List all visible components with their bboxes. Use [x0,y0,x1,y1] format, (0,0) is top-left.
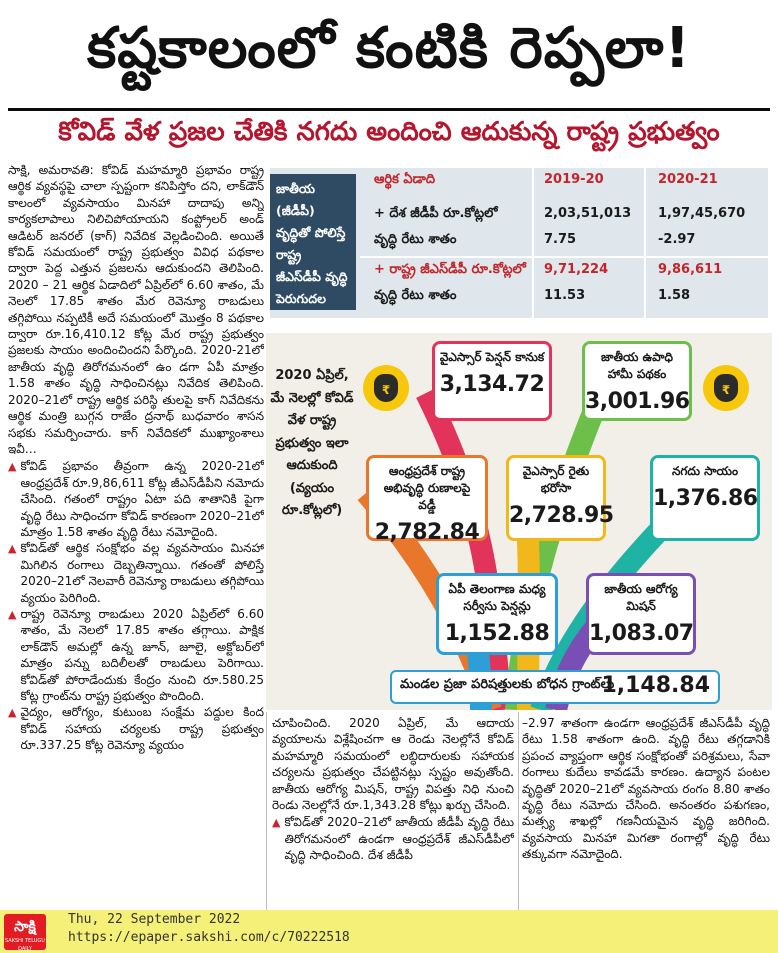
table-header-label: ఆర్థిక ఏడాది [374,172,436,187]
grant-value: 1,148.84 [601,673,710,698]
table-cell-value: 1.58 [658,288,691,303]
bullet-text: రాష్ట్ర రెవెన్యూ రాబడులు 2020 ఏప్రిల్‌లో… [20,606,264,703]
triangle-bullet-icon: ▲ [8,542,17,556]
money-bag-icon: ₹ [703,365,749,411]
grant-box: మండల ప్రజా పరిషత్తులకు బోధన గ్రాంట్‌లు 1… [390,670,720,704]
triangle-bullet-icon: ▲ [8,706,17,720]
scheme-card-label: నగదు సాయం [671,464,739,478]
table-header-year: 2019-20 [544,172,604,187]
sakshi-logo[interactable]: సాక్షి [4,914,46,950]
bullet-point: ▲ కోవిడ్ ప్రభావం తీవ్రంగా ఉన్న 2020-21లో … [8,458,264,540]
article-left-column: సాక్షి, అమరావతి: కోవిడ్ మహమ్మారి ప్రభావం… [8,162,264,910]
bullet-point: ▲ వైద్యం, ఆరోగ్యం, కుటుంబ సంక్షేమ పద్దుల … [8,704,264,753]
scheme-card-value: 2,782.84 [374,520,480,545]
table-cell-value: 9,71,224 [544,262,609,277]
middle-paragraph: చూపించింది. 2020 ఏప్రిల్, మే ఆదాయ వ్యయాల… [272,716,514,813]
column-divider [266,712,267,910]
scheme-card: ఆంధ్రప్రదేశ్ రాష్ట్ర అభివృద్ధి రుణాలపై వ… [366,455,488,545]
column-divider [518,712,519,910]
table-row-label: వృద్ధి రేటు శాతం [374,288,457,303]
scheme-card: వైఎస్సార్ రైతు భరోసా 2,728.95 [506,455,614,541]
table-divider [644,168,646,318]
scheme-card-label: వైఎస్సార్ పెన్షన్ కానుక [439,350,545,364]
table-cell-value: 2,03,51,013 [544,206,632,221]
table-cell-value: -2.97 [658,232,696,247]
scheme-card-value: 1,152.88 [444,621,550,646]
table-cell-value: 7.75 [544,232,577,247]
logo-tagline: SAKSHI TELUGU DAILY [5,938,45,952]
epaper-link[interactable]: https://epaper.sakshi.com/c/70222518 [68,930,350,945]
table-cell-value: 11.53 [544,288,586,303]
bullet-text: కోవిడ్ ప్రభావం తీవ్రంగా ఉన్న 2020-21లో ఆ… [20,459,264,539]
article-right-column: –2.97 శాతంగా ఉండగా ఆంధ్రప్రదేశ్ జీఎస్‌డీ… [522,715,770,910]
right-paragraph: –2.97 శాతంగా ఉండగా ఆంధ్రప్రదేశ్ జీఎస్‌డీ… [522,716,770,862]
table-row-label: వృద్ధి రేటు శాతం [374,232,457,247]
headline: కష్టకాలంలో కంటికి రెప్పలా! [87,16,691,81]
scheme-card-value: 2,728.95 [509,503,614,528]
scheme-card: జాతీయ ఉపాధి హామీ పథకం 3,001.96 [582,341,692,421]
scheme-card: ఏపీ తెలంగాణ మధ్య సర్వీసు పెన్షన్లు 1,152.… [436,573,558,655]
scheme-card-label: ఏపీ తెలంగాణ మధ్య సర్వీసు పెన్షన్లు [448,582,546,613]
headline-rule [8,108,770,159]
article-middle-column: చూపించింది. 2020 ఏప్రిల్, మే ఆదాయ వ్యయాల… [272,715,514,910]
table-divider [532,168,534,318]
scheme-card-label: జాతీయ ఆరోగ్య మిషన్ [604,582,678,613]
scheme-card-value: 1,376.86 [653,486,758,511]
scheme-card-label: జాతీయ ఉపాధి హామీ పథకం [601,350,673,381]
gdp-comparison-table: జాతీయ (జీడీపీ) వృద్ధితో పోలిస్తే రాష్ట్ర… [270,168,768,328]
bullet-text: కోవిడ్‌తో 2020–21లో జాతీయ జీడీపీ వృద్ధి … [284,815,514,863]
table-cell-value: 1,97,45,670 [658,206,746,221]
triangle-bullet-icon: ▲ [8,460,17,474]
footer-bar: సాక్షి SAKSHI TELUGU DAILY Thu, 22 Septe… [0,910,778,953]
table-caption: జాతీయ (జీడీపీ) వృద్ధితో పోలిస్తే రాష్ట్ర… [270,174,356,328]
scheme-card-value: 3,134.72 [439,372,545,397]
bullet-point: ▲ రాష్ట్ర రెవెన్యూ రాబడులు 2020 ఏప్రిల్‌ల… [8,606,264,704]
scheme-card: నగదు సాయం 1,376.86 [650,455,760,541]
bullet-point: ▲ కోవిడ్‌తో 2020–21లో జాతీయ జీడీపీ వృద్ధ… [272,814,514,863]
subheadline: కోవిడ్ వేళ ప్రజల చేతికి నగదు అందించి ఆదు… [58,117,720,147]
bullet-point: ▲ కోవిడ్‌తో ఆర్థిక సంక్షోభం వల్ల వ్యవసాయం… [8,540,264,606]
scheme-card-label: ఆంధ్రప్రదేశ్ రాష్ట్ర అభివృద్ధి రుణాలపై వ… [383,464,471,512]
scheme-card-label: వైఎస్సార్ రైతు భరోసా [522,464,590,495]
grant-label: మండల ప్రజా పరిషత్తులకు బోధన గ్రాంట్‌లు [400,677,615,692]
left-paragraph: సాక్షి, అమరావతి: కోవిడ్ మహమ్మారి ప్రభావం… [8,163,264,456]
table-header-year: 2020-21 [658,172,718,187]
table-cell-value: 9,86,611 [658,262,723,277]
table-row-label: + రాష్ట్ర జీఎస్‌డీపీ రూ.కోట్లలో [374,262,526,277]
scheme-card-value: 3,001.96 [585,389,690,414]
table-divider [360,256,768,258]
money-bag-icon: ₹ [363,365,409,411]
triangle-bullet-icon: ▲ [272,816,281,830]
infographic-title: 2020 ఏప్రిల్, మే నెలల్లో కోవిడ్ వేళ రాష్… [270,368,354,518]
scheme-card: వైఎస్సార్ పెన్షన్ కానుక 3,134.72 [432,341,552,421]
triangle-bullet-icon: ▲ [8,607,17,621]
bullet-text: కోవిడ్‌తో ఆర్థిక సంక్షోభం వల్ల వ్యవసాయం … [20,541,264,605]
publish-date: Thu, 22 September 2022 [68,912,241,927]
bullet-text: వైద్యం, ఆరోగ్యం, కుటుంబ సంక్షేమ పద్దుల క… [20,705,264,753]
scheme-card-value: 1,083.07 [589,621,694,646]
table-row-label: + దేశ జీడీపీ రూ.కోట్లలో [374,206,498,221]
scheme-card: జాతీయ ఆరోగ్య మిషన్ 1,083.07 [586,573,696,655]
